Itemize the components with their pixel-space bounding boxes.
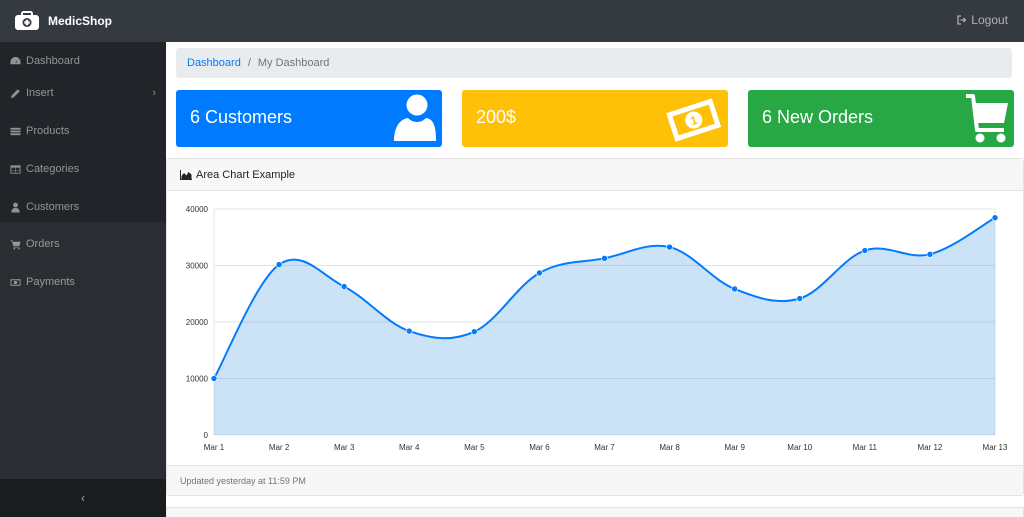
data-point xyxy=(405,327,413,335)
stat-card-label: 6 Customers xyxy=(190,107,293,127)
area-fill xyxy=(214,217,995,435)
sidebar-item-products[interactable]: Products xyxy=(0,112,166,150)
x-tick-label: Mar 6 xyxy=(529,443,550,452)
x-tick-label: Mar 3 xyxy=(334,443,355,452)
x-tick-label: Mar 4 xyxy=(399,443,420,452)
brand-name: MedicShop xyxy=(48,14,113,28)
chart-body: 0 10000 20000 30000 40000 Mar 1 Mar 2 Mar 3 Mar … xyxy=(167,191,1023,467)
breadcrumb-link-dashboard[interactable]: Dashboard xyxy=(187,57,241,69)
data-point xyxy=(926,250,934,258)
x-tick-label: Mar 5 xyxy=(464,443,485,452)
sidebar-panel xyxy=(0,222,166,479)
x-tick-label: Mar 8 xyxy=(659,443,680,452)
table-icon xyxy=(10,164,21,174)
x-tick-label: Mar 1 xyxy=(204,443,225,452)
x-tick-label: Mar 2 xyxy=(269,443,290,452)
y-tick-label: 10000 xyxy=(186,375,209,384)
svg-text:1: 1 xyxy=(689,113,700,128)
sidebar-item-label: Dashboard xyxy=(26,55,80,67)
logout-link[interactable]: Logout xyxy=(957,13,1008,27)
breadcrumb: Dashboard / My Dashboard xyxy=(176,48,1012,78)
data-point xyxy=(210,375,218,382)
area-chart: 0 10000 20000 30000 40000 Mar 1 Mar 2 Mar 3 Mar … xyxy=(186,205,1008,452)
y-tick-label: 30000 xyxy=(186,262,209,271)
cart-icon xyxy=(10,239,21,250)
dashboard-icon xyxy=(10,56,21,64)
sidebar-item-label: Categories xyxy=(26,163,80,175)
sidebar-item-label: Orders xyxy=(26,238,60,250)
data-point xyxy=(275,261,283,268)
x-tick-label: Mar 12 xyxy=(917,443,942,452)
stat-card-orders[interactable]: 6 New Orders xyxy=(748,90,1014,147)
stat-card-revenue[interactable]: 200$ 1 xyxy=(462,90,728,147)
x-tick-label: Mar 10 xyxy=(787,443,812,452)
money-icon: 1 xyxy=(666,98,722,142)
area-chart-icon xyxy=(180,169,192,180)
sidebar-item-label: Products xyxy=(26,125,70,137)
data-point xyxy=(991,214,999,222)
stat-card-label: 200$ xyxy=(476,107,517,127)
sidebar: Dashboard Insert › Products Categories C… xyxy=(0,42,166,517)
data-point xyxy=(731,285,738,293)
logout-label: Logout xyxy=(971,13,1008,27)
chart-updated-text: Updated yesterday at 11:59 PM xyxy=(180,475,306,486)
sidebar-item-label: Insert xyxy=(26,87,54,99)
top-navbar: MedicShop Logout xyxy=(0,0,1024,42)
stat-card-label: 6 New Orders xyxy=(762,107,874,127)
sign-out-icon xyxy=(957,15,967,25)
data-point xyxy=(601,255,608,262)
data-point xyxy=(536,269,543,277)
sidebar-item-payments[interactable]: Payments xyxy=(0,263,166,301)
sidebar-item-customers[interactable]: Customers xyxy=(0,188,166,226)
y-tick-label: 40000 xyxy=(186,205,209,214)
sidebar-toggle-button[interactable]: ‹ xyxy=(0,479,166,517)
area-chart-card: Area Chart Example 0 10000 20000 30000 40000… xyxy=(166,158,1024,496)
sidebar-item-label: Payments xyxy=(26,276,75,288)
x-tick-label: Mar 9 xyxy=(724,443,745,452)
cart-icon xyxy=(966,94,1008,143)
sidebar-item-label: Customers xyxy=(26,201,80,213)
data-point xyxy=(861,247,869,254)
chevron-right-icon: › xyxy=(152,87,156,99)
x-tick-label: Mar 13 xyxy=(983,443,1008,452)
sidebar-item-insert[interactable]: Insert › xyxy=(0,74,166,112)
user-icon xyxy=(394,94,436,141)
main-content: Dashboard / My Dashboard 6 Customers 200… xyxy=(166,42,1024,517)
breadcrumb-current: My Dashboard xyxy=(257,57,330,69)
brand[interactable]: MedicShop xyxy=(14,9,112,33)
pencil-icon xyxy=(10,88,20,98)
data-point xyxy=(666,243,673,251)
y-tick-label: 0 xyxy=(204,431,209,440)
sidebar-item-categories[interactable]: Categories xyxy=(0,150,166,188)
chart-title: Area Chart Example xyxy=(196,168,296,181)
user-icon xyxy=(11,202,20,213)
data-point xyxy=(796,295,804,302)
y-tick-label: 20000 xyxy=(186,318,209,327)
money-icon xyxy=(10,278,21,286)
x-tick-label: Mar 11 xyxy=(853,443,878,452)
breadcrumb-separator: / xyxy=(247,57,251,69)
x-tick-label: Mar 7 xyxy=(594,443,615,452)
sidebar-item-dashboard[interactable]: Dashboard xyxy=(0,42,166,80)
sidebar-item-orders[interactable]: Orders xyxy=(0,225,166,263)
list-icon xyxy=(10,127,21,135)
chart-card-header: Area Chart Example xyxy=(167,159,1023,191)
chevron-left-icon: ‹ xyxy=(81,491,85,505)
data-point xyxy=(471,328,478,335)
chart-card-footer: Updated yesterday at 11:59 PM xyxy=(167,465,1023,495)
medkit-icon xyxy=(15,11,39,30)
next-card-header xyxy=(166,507,1024,517)
data-point xyxy=(340,283,348,290)
stat-card-customers[interactable]: 6 Customers xyxy=(176,90,442,147)
